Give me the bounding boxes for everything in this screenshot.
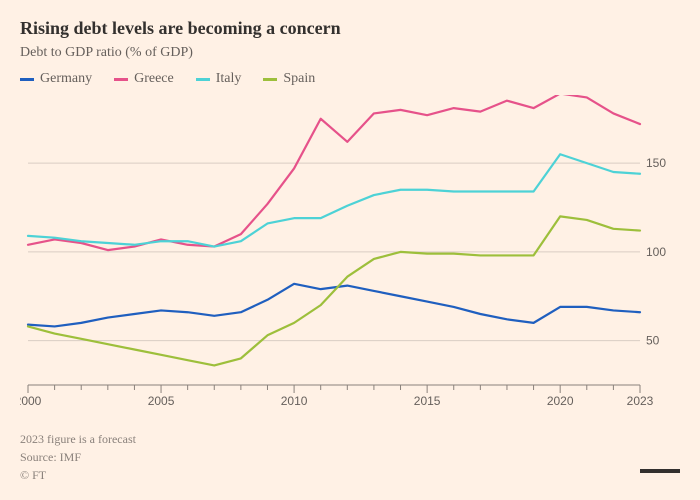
legend-item-spain: Spain xyxy=(263,71,315,87)
legend-label: Germany xyxy=(40,71,92,87)
legend-swatch xyxy=(114,78,128,81)
legend-item-greece: Greece xyxy=(114,71,174,87)
footnote: 2023 figure is a forecast Source: IMF © … xyxy=(20,430,680,484)
svg-text:2000: 2000 xyxy=(20,394,42,408)
footnote-source: Source: IMF xyxy=(20,448,680,466)
footnote-copyright: © FT xyxy=(20,466,680,484)
chart-title: Rising debt levels are becoming a concer… xyxy=(20,18,680,39)
legend: Germany Greece Italy Spain xyxy=(20,71,680,87)
plot-area: 50 100 150 2000 2005 2010 2015 2020 2023 xyxy=(20,95,680,420)
legend-item-italy: Italy xyxy=(196,71,242,87)
legend-swatch xyxy=(20,78,34,81)
legend-swatch xyxy=(263,78,277,81)
svg-text:150: 150 xyxy=(646,156,666,170)
svg-text:100: 100 xyxy=(646,245,666,259)
series-line-spain xyxy=(28,216,640,365)
legend-label: Greece xyxy=(134,71,174,87)
plot-svg: 50 100 150 2000 2005 2010 2015 2020 2023 xyxy=(20,95,680,415)
legend-label: Spain xyxy=(283,71,315,87)
svg-text:2005: 2005 xyxy=(148,394,175,408)
svg-text:50: 50 xyxy=(646,334,660,348)
svg-text:2010: 2010 xyxy=(281,394,308,408)
footnote-forecast: 2023 figure is a forecast xyxy=(20,430,680,448)
legend-label: Italy xyxy=(216,71,242,87)
ft-brand-bar xyxy=(640,469,680,473)
svg-text:2020: 2020 xyxy=(547,394,574,408)
svg-text:2015: 2015 xyxy=(414,394,441,408)
chart-container: Rising debt levels are becoming a concer… xyxy=(0,0,700,500)
legend-item-germany: Germany xyxy=(20,71,92,87)
svg-text:2023: 2023 xyxy=(627,394,654,408)
chart-subtitle: Debt to GDP ratio (% of GDP) xyxy=(20,45,680,61)
legend-swatch xyxy=(196,78,210,81)
